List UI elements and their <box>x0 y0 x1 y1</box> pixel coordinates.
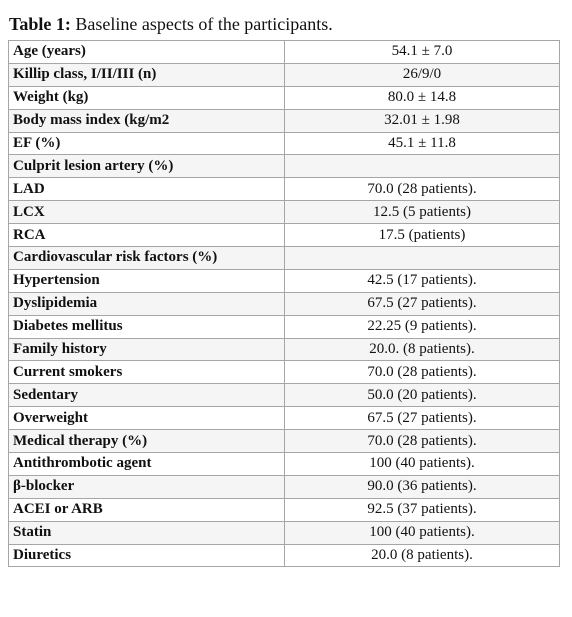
table-row: LAD 70.0 (28 patients). <box>8 177 560 202</box>
table-row: LCX 12.5 (5 patients) <box>8 200 560 225</box>
row-label-cell: Family history <box>8 337 285 362</box>
row-label-cell: Killip class, I/II/III (n) <box>8 62 285 87</box>
table-row: ACEI or ARB 92.5 (37 patients). <box>8 497 560 522</box>
table-row: β-blocker 90.0 (36 patients). <box>8 474 560 499</box>
table-row: Overweight 67.5 (27 patients). <box>8 406 560 431</box>
table-caption-text: Baseline aspects of the participants. <box>70 14 333 34</box>
row-value-cell: 100 (40 patients). <box>284 520 560 545</box>
row-label-cell: ACEI or ARB <box>8 497 285 522</box>
baseline-table: Age (years) 54.1 ± 7.0 Killip class, I/II/… <box>8 40 560 568</box>
row-value-cell <box>284 154 560 179</box>
table-row: Family history 20.0. (8 patients). <box>8 337 560 362</box>
row-value-cell: 45.1 ± 11.8 <box>284 131 560 156</box>
table-row: Diuretics 20.0 (8 patients). <box>8 543 560 568</box>
table-row: Cardiovascular risk factors (%) <box>8 246 560 270</box>
row-value-cell: 17.5 (patients) <box>284 223 560 248</box>
row-label-cell: Cardiovascular risk factors (%) <box>8 246 285 270</box>
row-value-cell: 42.5 (17 patients). <box>284 268 560 293</box>
row-value-cell: 26/9/0 <box>284 62 560 87</box>
row-value-cell: 70.0 (28 patients). <box>284 177 560 202</box>
row-label-cell: Diuretics <box>8 543 285 568</box>
row-value-cell: 32.01 ± 1.98 <box>284 108 560 133</box>
row-value-cell: 70.0 (28 patients). <box>284 429 560 454</box>
table-row: Diabetes mellitus 22.25 (9 patients). <box>8 314 560 339</box>
row-value-cell: 100 (40 patients). <box>284 452 560 476</box>
baseline-table-body: Age (years) 54.1 ± 7.0 Killip class, I/II/… <box>8 40 560 568</box>
row-value-cell: 80.0 ± 14.8 <box>284 85 560 110</box>
table-row: Hypertension 42.5 (17 patients). <box>8 268 560 293</box>
row-value-cell: 67.5 (27 patients). <box>284 291 560 316</box>
row-value-cell: 70.0 (28 patients). <box>284 360 560 385</box>
table-row: Statin 100 (40 patients). <box>8 520 560 545</box>
row-value-cell: 22.25 (9 patients). <box>284 314 560 339</box>
row-label-cell: Antithrombotic agent <box>8 452 285 476</box>
row-label-cell: Current smokers <box>8 360 285 385</box>
table-row: RCA 17.5 (patients) <box>8 223 560 248</box>
row-label-cell: EF (%) <box>8 131 285 156</box>
table-caption: Table 1: Baseline aspects of the partici… <box>9 13 333 35</box>
row-label-cell: RCA <box>8 223 285 248</box>
table-row: EF (%) 45.1 ± 11.8 <box>8 131 560 156</box>
row-label-cell: Dyslipidemia <box>8 291 285 316</box>
table-row: Medical therapy (%) 70.0 (28 patients). <box>8 429 560 454</box>
row-label-cell: Statin <box>8 520 285 545</box>
row-label-cell: Medical therapy (%) <box>8 429 285 454</box>
row-label-cell: LAD <box>8 177 285 202</box>
row-value-cell: 20.0. (8 patients). <box>284 337 560 362</box>
table-row: Sedentary 50.0 (20 patients). <box>8 383 560 408</box>
table-row: Current smokers 70.0 (28 patients). <box>8 360 560 385</box>
row-value-cell: 90.0 (36 patients). <box>284 474 560 499</box>
row-label-cell: Weight (kg) <box>8 85 285 110</box>
table-row: Age (years) 54.1 ± 7.0 <box>8 40 560 64</box>
row-label-cell: β-blocker <box>8 474 285 499</box>
row-label-cell: Sedentary <box>8 383 285 408</box>
row-label-cell: Age (years) <box>8 40 285 64</box>
table-row: Killip class, I/II/III (n) 26/9/0 <box>8 62 560 87</box>
row-label-cell: Hypertension <box>8 268 285 293</box>
row-label-cell: Culprit lesion artery (%) <box>8 154 285 179</box>
table-row: Dyslipidemia 67.5 (27 patients). <box>8 291 560 316</box>
row-value-cell: 54.1 ± 7.0 <box>284 40 560 64</box>
row-label-cell: Body mass index (kg/m2 <box>8 108 285 133</box>
row-value-cell: 50.0 (20 patients). <box>284 383 560 408</box>
row-label-cell: Overweight <box>8 406 285 431</box>
row-value-cell: 92.5 (37 patients). <box>284 497 560 522</box>
row-value-cell: 12.5 (5 patients) <box>284 200 560 225</box>
table-row: Culprit lesion artery (%) <box>8 154 560 179</box>
table-row: Weight (kg) 80.0 ± 14.8 <box>8 85 560 110</box>
table-row: Antithrombotic agent 100 (40 patients). <box>8 452 560 476</box>
row-value-cell: 20.0 (8 patients). <box>284 543 560 568</box>
row-value-cell: 67.5 (27 patients). <box>284 406 560 431</box>
table-caption-number: Table 1: <box>9 14 71 34</box>
table-row: Body mass index (kg/m2 32.01 ± 1.98 <box>8 108 560 133</box>
row-value-cell <box>284 246 560 270</box>
row-label-cell: Diabetes mellitus <box>8 314 285 339</box>
row-label-cell: LCX <box>8 200 285 225</box>
